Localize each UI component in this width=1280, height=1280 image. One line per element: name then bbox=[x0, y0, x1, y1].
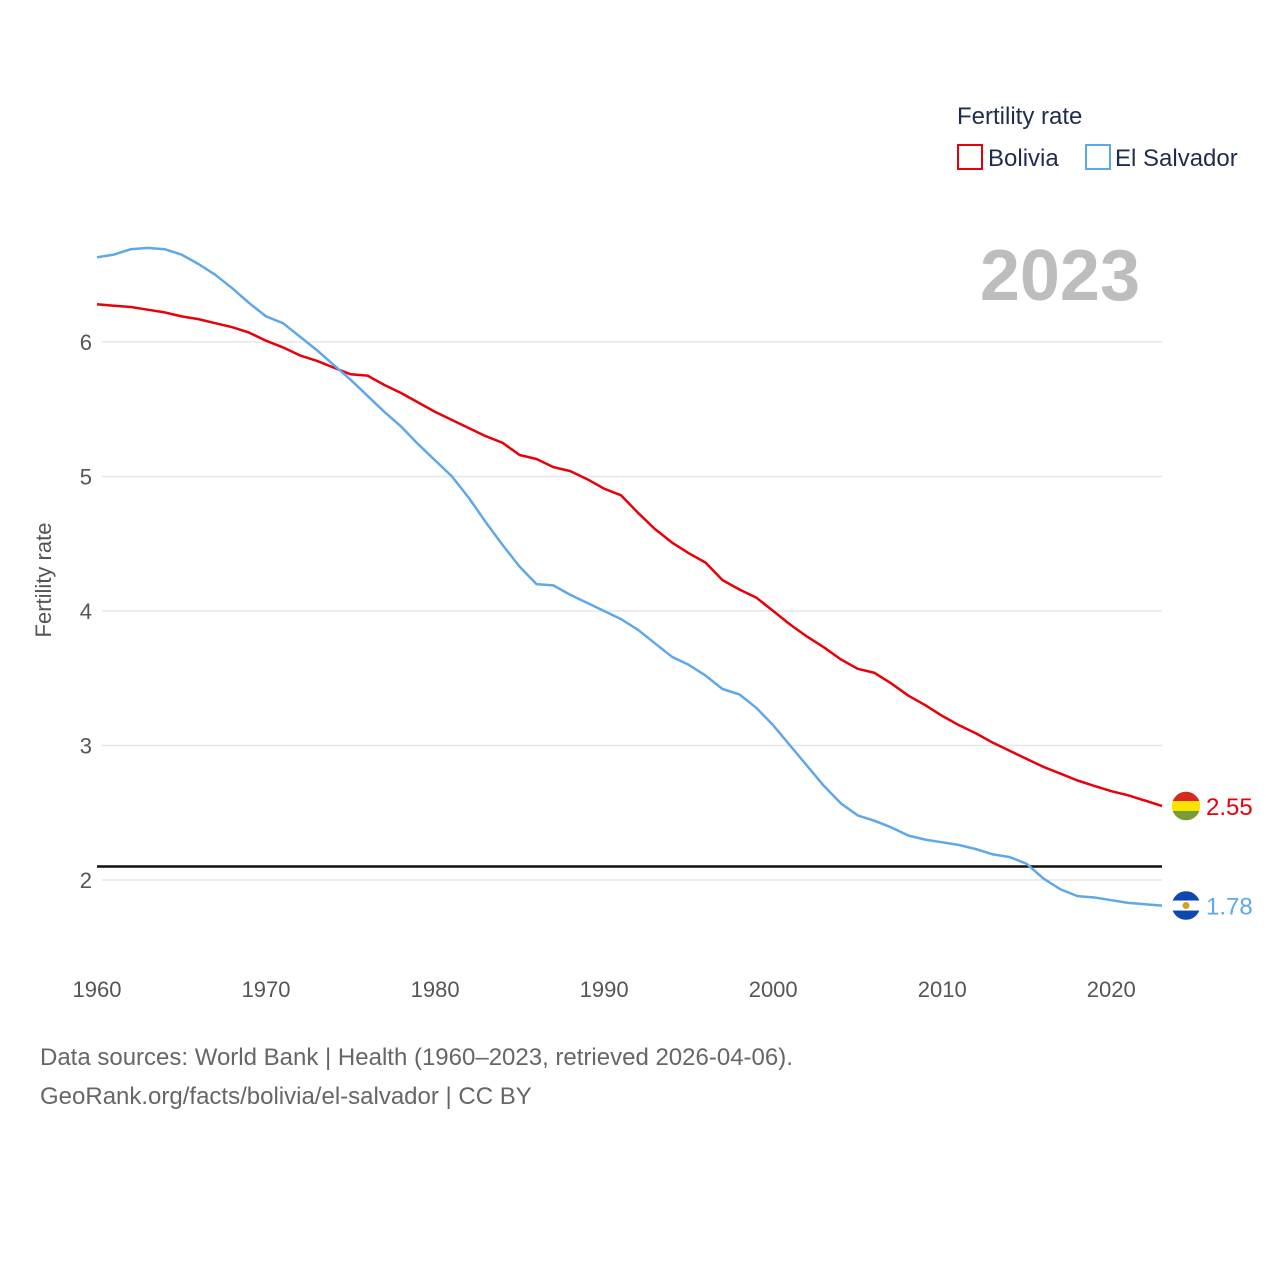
y-tick-label: 6 bbox=[80, 330, 92, 355]
year-badge: 2023 bbox=[980, 236, 1140, 316]
x-tick-label: 1990 bbox=[580, 977, 629, 1002]
end-value-bolivia: 2.55 bbox=[1206, 794, 1253, 821]
y-axis-ticks: 2 3 4 5 6 bbox=[80, 330, 92, 893]
legend-label-bolivia[interactable]: Bolivia bbox=[988, 145, 1059, 172]
attribution-line: GeoRank.org/facts/bolivia/el-salvador | … bbox=[40, 1083, 532, 1110]
y-tick-label: 2 bbox=[80, 868, 92, 893]
flag-icon-bolivia bbox=[1170, 790, 1202, 822]
series-end-markers: 2.55 1.78 bbox=[1170, 790, 1253, 922]
y-tick-label: 3 bbox=[80, 734, 92, 759]
series-line-el-salvador[interactable] bbox=[96, 246, 1163, 907]
legend-title: Fertility rate bbox=[957, 103, 1082, 130]
legend-swatch-el-salvador[interactable] bbox=[1085, 144, 1111, 170]
end-value-el-salvador: 1.78 bbox=[1206, 894, 1253, 921]
series-lines bbox=[96, 246, 1163, 907]
x-tick-label: 2000 bbox=[749, 977, 798, 1002]
x-tick-label: 2010 bbox=[918, 977, 967, 1002]
y-axis-label: Fertility rate bbox=[31, 523, 56, 638]
legend: Fertility rate Bolivia El Salvador bbox=[957, 103, 1238, 172]
x-tick-label: 2020 bbox=[1087, 977, 1136, 1002]
legend-label-el-salvador[interactable]: El Salvador bbox=[1115, 145, 1238, 172]
flag-icon-el-salvador bbox=[1170, 889, 1202, 922]
y-tick-label: 4 bbox=[80, 599, 92, 624]
source-line: Data sources: World Bank | Health (1960–… bbox=[40, 1044, 793, 1071]
x-axis-ticks: 1960 1970 1980 1990 2000 2010 2020 bbox=[73, 977, 1136, 1002]
series-line-bolivia[interactable] bbox=[96, 303, 1163, 808]
y-tick-label: 5 bbox=[80, 465, 92, 490]
x-tick-label: 1980 bbox=[411, 977, 460, 1002]
x-tick-label: 1970 bbox=[242, 977, 291, 1002]
x-tick-label: 1960 bbox=[73, 977, 122, 1002]
gridlines bbox=[102, 341, 1162, 881]
legend-swatch-bolivia[interactable] bbox=[957, 144, 983, 170]
